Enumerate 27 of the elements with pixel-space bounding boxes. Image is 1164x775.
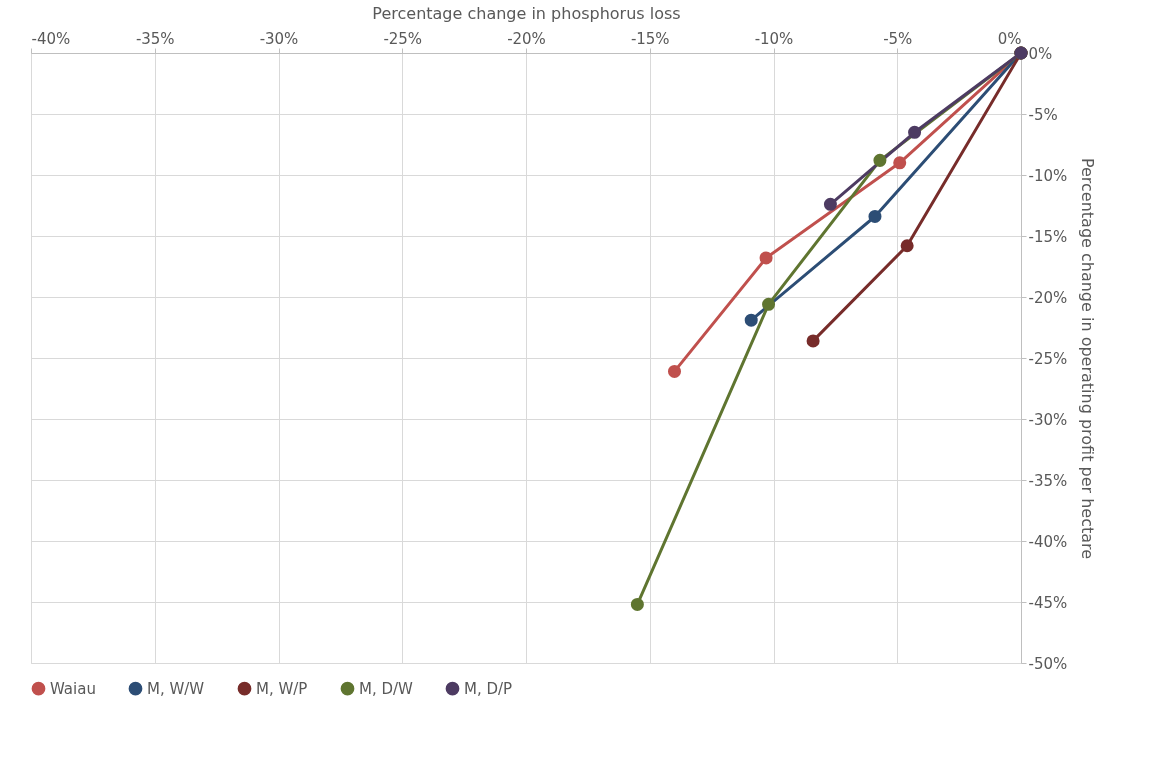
x-tick-label: -30% bbox=[259, 29, 299, 48]
y-tick-label: -10% bbox=[1028, 166, 1068, 185]
y-tick-label: -20% bbox=[1028, 288, 1068, 307]
x-tick-label: 0% bbox=[997, 29, 1022, 48]
x-axis-title: Percentage change in phosphorus loss bbox=[372, 3, 681, 23]
y-tick-label: -40% bbox=[1028, 532, 1068, 551]
y-tick-label: -15% bbox=[1028, 227, 1068, 246]
x-tick-label: -35% bbox=[135, 29, 175, 48]
x-tick-label: -5% bbox=[883, 29, 913, 48]
legend-label: M, D/P bbox=[464, 679, 513, 698]
legend-label: Waiau bbox=[50, 679, 96, 698]
x-tick-label: -10% bbox=[754, 29, 794, 48]
y-tick-label: -35% bbox=[1028, 471, 1068, 490]
legend-label: M, D/W bbox=[359, 679, 414, 698]
y-tick-label: 0% bbox=[1028, 44, 1053, 63]
x-tick-label: -40% bbox=[31, 29, 71, 48]
y-axis-title: Percentage change in operating profit per hectare bbox=[1078, 157, 1098, 560]
y-tick-label: -5% bbox=[1028, 105, 1058, 124]
legend-label: M, W/W bbox=[147, 679, 205, 698]
x-tick-label: -25% bbox=[383, 29, 423, 48]
y-tick-label: -30% bbox=[1028, 410, 1068, 429]
x-tick-label: -20% bbox=[507, 29, 546, 48]
x-tick-label: -15% bbox=[630, 29, 670, 48]
y-tick-label: -25% bbox=[1028, 349, 1068, 368]
y-tick-label: -45% bbox=[1028, 593, 1068, 612]
y-tick-label: -50% bbox=[1028, 654, 1068, 673]
legend-label: M, W/P bbox=[256, 679, 308, 698]
